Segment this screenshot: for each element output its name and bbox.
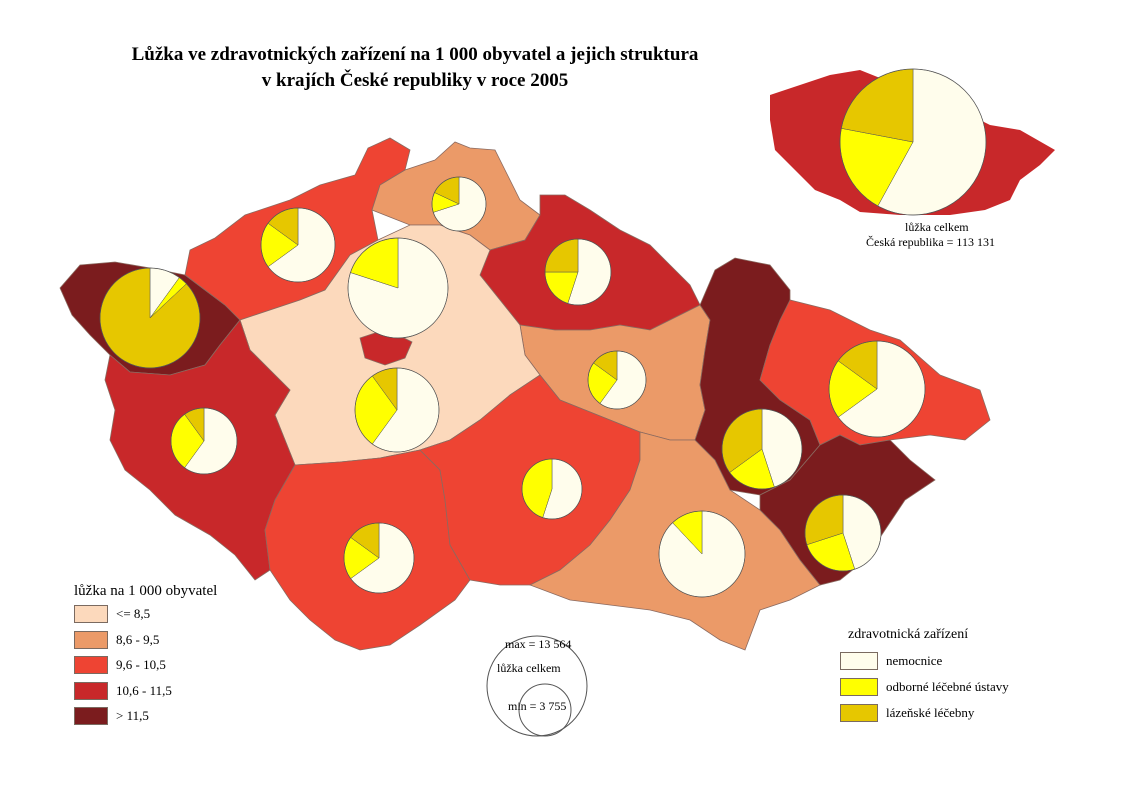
legend-swatch xyxy=(840,704,878,722)
pie-plzensky xyxy=(170,407,238,475)
pie-outline xyxy=(521,458,583,520)
legend-label: lázeňské léčebny xyxy=(886,705,975,720)
size-legend-max-circle xyxy=(486,635,588,737)
size-legend-min: min = 3 755 xyxy=(508,699,567,713)
pie-outline xyxy=(99,267,201,369)
pie-legend-item: nemocnice xyxy=(840,652,942,670)
legend-swatch xyxy=(74,707,108,725)
pie-jihomoravsky xyxy=(658,510,746,598)
pie-karlovarsky xyxy=(99,267,201,369)
pie-outline xyxy=(170,407,238,475)
pie-outline xyxy=(431,176,487,232)
inset-label: lůžka celkem xyxy=(905,220,969,234)
choropleth-legend-title: lůžka na 1 000 obyvatel xyxy=(74,583,218,599)
pie-outline xyxy=(587,350,647,410)
legend-swatch xyxy=(74,630,108,649)
inset-total: Česká republika = 113 131 xyxy=(866,235,995,249)
size-legend-max: max = 13 564 xyxy=(505,637,572,651)
legend-label: 10,6 - 11,5 xyxy=(116,682,172,698)
legend-label: odborné léčebné ústavy xyxy=(886,679,1009,694)
choropleth-legend-item: > 11,5 xyxy=(74,707,149,725)
legend-swatch xyxy=(74,656,108,674)
legend-label: <= 8,5 xyxy=(116,606,151,621)
pie-ustecky xyxy=(260,207,336,283)
pie-legend-item: odborné léčebné ústavy xyxy=(840,678,1009,696)
legend-swatch xyxy=(840,652,878,670)
pie-outline xyxy=(347,237,449,339)
legend-label: 8,6 - 9,5 xyxy=(116,631,160,647)
choropleth-legend-item: 10,6 - 11,5 xyxy=(74,681,172,700)
pie-moravskoslezsky xyxy=(828,340,926,438)
pie-pardubicky xyxy=(587,350,647,410)
pie-legend-item: lázeňské léčebny xyxy=(840,704,974,722)
pie-liberecky xyxy=(431,176,487,232)
pie-outline xyxy=(839,68,987,216)
pie-olomoucky xyxy=(721,408,803,490)
pie-outline xyxy=(721,408,803,490)
pie-outline xyxy=(804,494,882,572)
pie-outline xyxy=(343,522,415,594)
choropleth-legend-item: 8,6 - 9,5 xyxy=(74,630,160,649)
pie-outline xyxy=(544,238,612,306)
pie-outline xyxy=(354,367,440,453)
legend-label: 9,6 - 10,5 xyxy=(116,657,166,672)
legend-swatch xyxy=(840,678,878,696)
legend-swatch xyxy=(74,605,108,623)
choropleth-legend-item: <= 8,5 xyxy=(74,605,150,623)
size-legend-label: lůžka celkem xyxy=(497,661,561,675)
pie-outline xyxy=(828,340,926,438)
title-line-2: v krajích České republiky v roce 2005 xyxy=(261,70,569,91)
pie-zlinsky xyxy=(804,494,882,572)
pie-legend-title: zdravotnická zařízení xyxy=(848,627,969,642)
map-title: Lůžka ve zdravotnických zařízení na 1 00… xyxy=(0,42,830,94)
pie-czech-republic xyxy=(839,68,987,216)
pie-stredocesky xyxy=(354,367,440,453)
legend-label: nemocnice xyxy=(886,653,943,668)
title-line-1: Lůžka ve zdravotnických zařízení na 1 00… xyxy=(131,44,699,65)
pie-praha xyxy=(347,237,449,339)
size-legend-min-circle xyxy=(518,683,572,737)
legend-swatch xyxy=(74,681,108,700)
pie-outline xyxy=(658,510,746,598)
choropleth-legend-item: 9,6 - 10,5 xyxy=(74,656,166,674)
pie-kralovehradecky xyxy=(544,238,612,306)
pie-vysocina xyxy=(521,458,583,520)
pie-jihocesky xyxy=(343,522,415,594)
pie-outline xyxy=(260,207,336,283)
legend-label: > 11,5 xyxy=(116,708,149,723)
